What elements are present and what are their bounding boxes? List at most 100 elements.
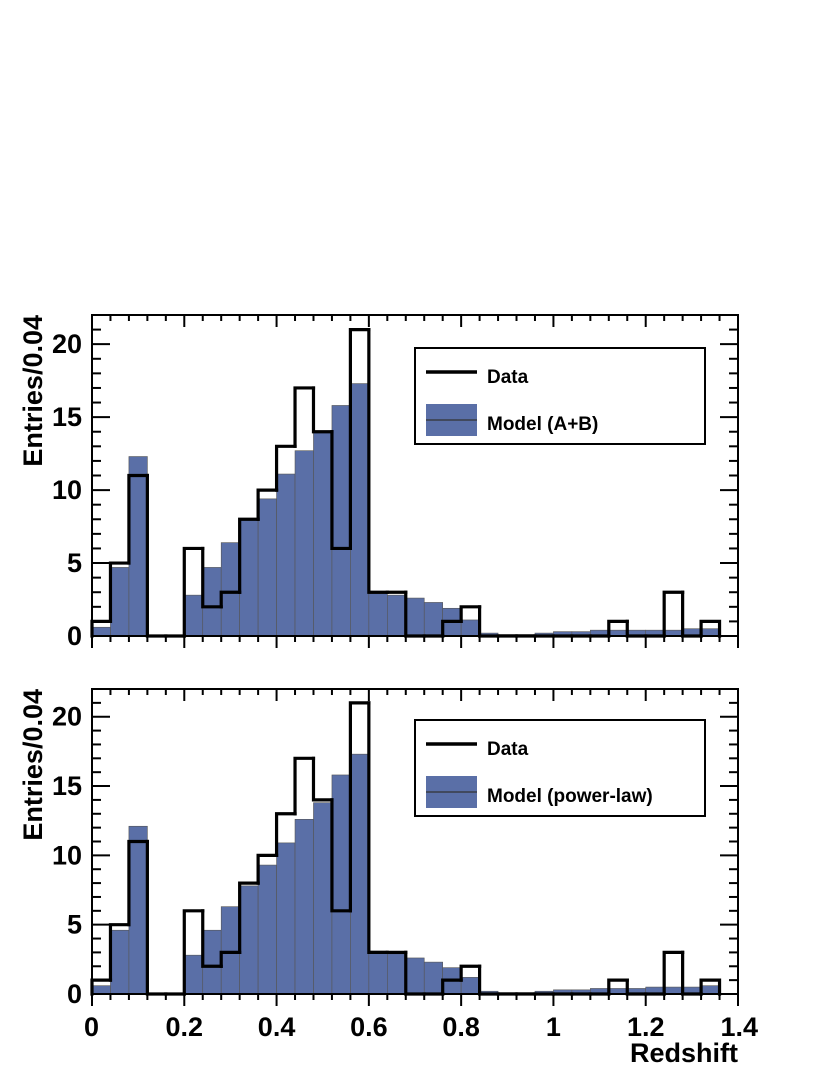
model-bin-2 [128, 456, 148, 637]
model-bin-20 [460, 977, 480, 995]
data-bin-28 [607, 619, 629, 638]
model-bin-13 [331, 774, 351, 995]
data-bin-11 [293, 386, 316, 448]
model-bin-33 [700, 985, 720, 995]
y-tick-label: 15 [52, 402, 82, 432]
data-bin-3 [145, 839, 168, 996]
y-tick-label: 0 [67, 979, 82, 1009]
model-bin-7 [220, 906, 240, 995]
y-tick-label: 20 [52, 702, 82, 732]
model-bin-20 [460, 619, 480, 637]
model-bin-8 [239, 518, 259, 637]
y-tick-label: 20 [52, 329, 82, 359]
model-series [91, 753, 720, 995]
model-bin-0 [91, 626, 111, 637]
model-bin-10 [276, 842, 296, 995]
model-bin-8 [239, 885, 259, 995]
data-bin-1 [108, 561, 131, 624]
data-bin-3 [145, 473, 168, 638]
legend-model-label: Model (A+B) [487, 414, 598, 435]
data-bin-14 [348, 701, 371, 913]
data-bin-19 [441, 619, 463, 638]
model-bin-5 [183, 954, 204, 995]
data-bin-2 [127, 473, 149, 565]
data-bin-7 [219, 950, 242, 968]
model-bin-0 [91, 985, 111, 995]
data-bin-33 [699, 619, 722, 638]
model-bin-31 [663, 986, 683, 995]
y-axis: 0 5 10 15 20 [52, 688, 738, 1009]
legend-data-label: Data [487, 739, 529, 760]
y-tick-label: 10 [52, 475, 82, 505]
model-bin-12 [313, 802, 333, 995]
data-bin-28 [607, 978, 629, 996]
legend-data-label: Data [487, 367, 529, 388]
model-bin-16 [387, 594, 407, 637]
x-axis-label: Redshift [630, 1038, 738, 1068]
model-bin-9 [257, 498, 277, 637]
data-bin-7 [219, 590, 242, 609]
data-bin-10 [274, 812, 297, 857]
model-bin-1 [110, 929, 130, 995]
data-bin-19 [441, 978, 463, 996]
legend: Data Model (A+B) [414, 347, 706, 445]
data-bin-9 [256, 488, 279, 521]
x-tick-label: 0.4 [258, 1012, 296, 1042]
data-bin-20 [459, 605, 482, 624]
y-axis-label: Entries/0.04 [18, 689, 48, 841]
model-bin-13 [331, 405, 351, 637]
data-bin-11 [293, 756, 316, 816]
y-tick-label: 0 [67, 621, 82, 651]
data-bin-10 [274, 444, 297, 492]
model-bin-1 [110, 567, 130, 637]
data-bin-20 [459, 964, 482, 982]
x-tick-label: 0.6 [350, 1012, 388, 1042]
model-bin-11 [294, 819, 314, 995]
model-bin-17 [405, 957, 425, 995]
data-bin-12 [311, 756, 334, 802]
model-bin-18 [423, 961, 443, 995]
data-bin-6 [201, 909, 223, 968]
y-tick-label: 15 [52, 771, 82, 801]
data-bin-31 [662, 950, 685, 996]
model-bin-5 [183, 594, 204, 637]
model-bin-33 [700, 628, 720, 637]
data-bin-13 [330, 430, 352, 551]
x-tick-label: 0.2 [166, 1012, 204, 1042]
model-bin-11 [294, 450, 314, 637]
model-bin-6 [202, 567, 222, 637]
data-bin-2 [127, 839, 149, 927]
data-bin-14 [348, 327, 371, 551]
x-axis [91, 315, 739, 648]
data-bin-8 [238, 517, 260, 594]
data-bin-8 [238, 881, 260, 955]
x-tick-label: 1.4 [720, 1012, 758, 1042]
data-bin-15 [367, 327, 389, 594]
model-bin-14 [350, 383, 370, 637]
data-bin-12 [311, 386, 334, 434]
model-bin-17 [405, 597, 425, 637]
data-bin-33 [699, 978, 722, 996]
data-bin-15 [367, 701, 389, 955]
model-bin-14 [350, 753, 370, 995]
data-bin-5 [182, 546, 205, 638]
legend-model-label: Model (power-law) [487, 786, 653, 807]
model-bin-15 [368, 593, 388, 637]
model-bin-10 [276, 473, 296, 637]
data-bin-31 [662, 590, 685, 638]
y-axis: 0 5 10 15 20 [52, 314, 738, 651]
data-bin-21 [478, 605, 500, 638]
data-bin-13 [330, 798, 352, 913]
y-tick-label: 5 [67, 910, 82, 940]
data-bin-1 [108, 923, 131, 982]
model-bin-6 [202, 929, 222, 995]
model-series [91, 383, 720, 637]
data-bin-5 [182, 909, 205, 996]
y-tick-label: 10 [52, 840, 82, 870]
model-bin-7 [220, 542, 240, 637]
model-bin-2 [128, 825, 148, 995]
data-bin-21 [478, 964, 500, 996]
